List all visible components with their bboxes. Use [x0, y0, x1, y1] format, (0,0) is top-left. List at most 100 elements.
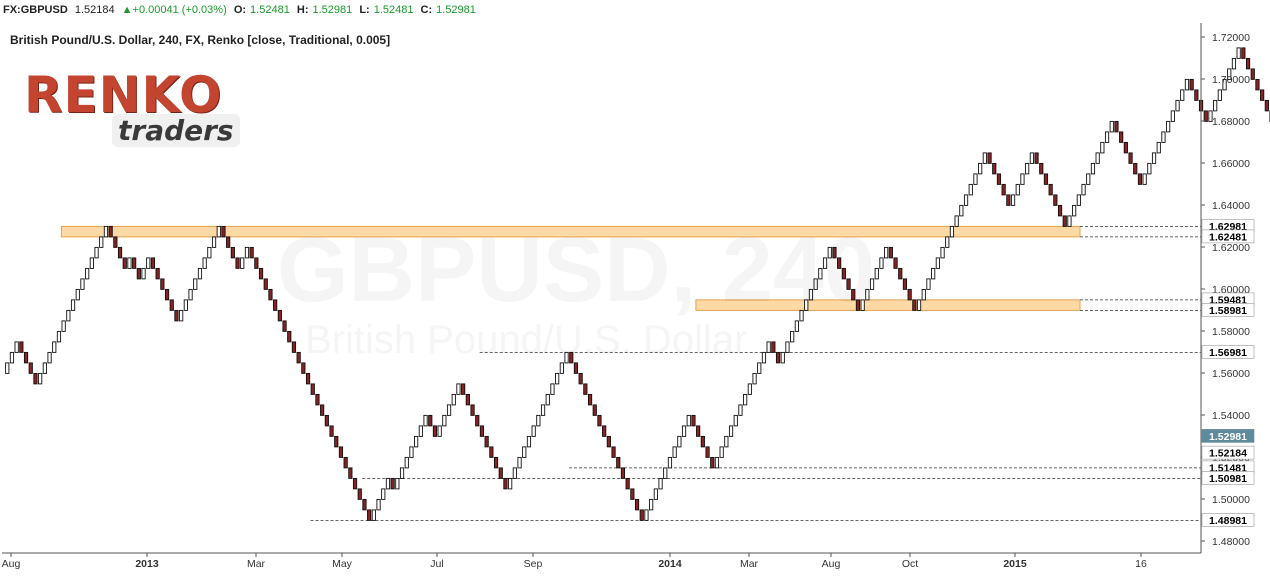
symbol-watermark: GBPUSD, 240 [277, 218, 875, 323]
time-tick-label: Mar [740, 558, 759, 570]
up-brick [540, 404, 546, 416]
down-brick [710, 456, 715, 469]
price-tick-label: 1.62000 [1212, 242, 1250, 254]
price-tick-label: 1.68000 [1212, 116, 1250, 128]
up-brick [752, 372, 757, 385]
down-brick [837, 257, 842, 269]
up-brick [545, 393, 550, 406]
down-brick [19, 341, 24, 353]
price-tick-label: 1.50000 [1212, 494, 1250, 506]
down-brick [338, 446, 344, 458]
down-brick [136, 267, 141, 280]
up-brick [681, 425, 687, 437]
last-traded-price-bg [1201, 445, 1255, 460]
up-brick [790, 330, 795, 343]
down-brick [1043, 173, 1049, 185]
up-brick [508, 477, 513, 490]
down-brick [249, 246, 254, 259]
up-brick [1217, 89, 1222, 101]
up-brick [47, 351, 52, 364]
up-brick [42, 362, 47, 374]
up-brick [75, 288, 80, 301]
time-tick-label: 16 [1135, 558, 1147, 570]
current-close-price: 1.52981 [1209, 431, 1247, 443]
down-brick [174, 309, 179, 322]
down-brick [169, 299, 174, 311]
up-brick [522, 446, 527, 458]
price-tick-label: 1.48000 [1212, 536, 1250, 548]
up-brick [1227, 68, 1232, 80]
down-brick [28, 362, 33, 374]
price-labels: 1.629811.624811.594811.589811.569811.514… [1201, 219, 1255, 527]
down-brick [493, 456, 499, 469]
up-brick [456, 383, 461, 395]
down-brick [1241, 47, 1246, 59]
up-brick [183, 299, 188, 311]
up-brick [728, 425, 734, 437]
down-brick [992, 162, 997, 175]
price-change: ▲+0.00041 (+0.03%) [121, 4, 227, 16]
up-brick [1015, 183, 1020, 196]
down-brick [625, 477, 630, 490]
time-tick-label: Jul [430, 558, 443, 570]
up-brick [1029, 152, 1034, 164]
up-brick [827, 246, 832, 259]
up-brick [874, 267, 879, 280]
up-brick [667, 456, 673, 469]
down-brick [851, 288, 856, 301]
up-brick [1072, 204, 1077, 217]
up-brick [244, 246, 250, 259]
down-brick [160, 278, 165, 290]
down-brick [1133, 162, 1138, 175]
down-brick [1260, 89, 1265, 101]
up-brick [973, 173, 978, 185]
up-brick [1142, 173, 1147, 185]
up-brick [103, 225, 109, 238]
price-axis[interactable]: 1.72000 1.70000 1.68000 1.66000 1.64000 1.620… [1200, 23, 1250, 553]
down-brick [855, 299, 861, 311]
down-brick [912, 299, 917, 311]
level-price-0-bg [1201, 345, 1255, 359]
up-brick [860, 299, 865, 311]
up-brick [89, 257, 94, 269]
up-brick [714, 456, 720, 469]
up-brick [1076, 194, 1081, 206]
price-tick-label: 1.54000 [1212, 410, 1250, 422]
down-brick [606, 435, 611, 448]
time-tick-label: Sep [524, 558, 543, 570]
up-brick [512, 467, 517, 479]
up-brick [193, 278, 198, 290]
down-brick [268, 288, 273, 301]
up-brick [451, 393, 456, 406]
down-brick [573, 362, 579, 374]
up-brick [70, 299, 76, 311]
down-brick [33, 372, 38, 385]
down-brick [1001, 183, 1006, 196]
up-brick [188, 288, 193, 301]
down-brick [888, 246, 893, 259]
down-brick [996, 173, 1002, 185]
up-brick [733, 414, 738, 427]
down-brick [578, 372, 583, 385]
up-brick [1213, 99, 1218, 112]
up-brick [531, 425, 536, 437]
symbol-name[interactable]: FX:GBPUSD [3, 4, 68, 16]
up-brick [968, 183, 973, 196]
down-brick [367, 509, 372, 521]
down-brick [498, 467, 503, 479]
up-brick [240, 257, 245, 269]
down-brick [620, 467, 626, 479]
up-brick [61, 320, 66, 332]
down-brick [1034, 152, 1039, 164]
time-tick-label: Mar [247, 558, 266, 570]
up-brick [127, 257, 132, 269]
up-brick [381, 488, 386, 500]
up-brick [1175, 99, 1180, 112]
up-brick [414, 435, 419, 448]
down-brick [432, 425, 438, 437]
up-brick [517, 456, 522, 469]
time-axis[interactable]: Aug 2013 Mar May Jul Sep 2014 Mar Aug Oct 2015 16 [2, 552, 1201, 570]
up-brick [197, 267, 203, 280]
up-brick [99, 236, 104, 248]
